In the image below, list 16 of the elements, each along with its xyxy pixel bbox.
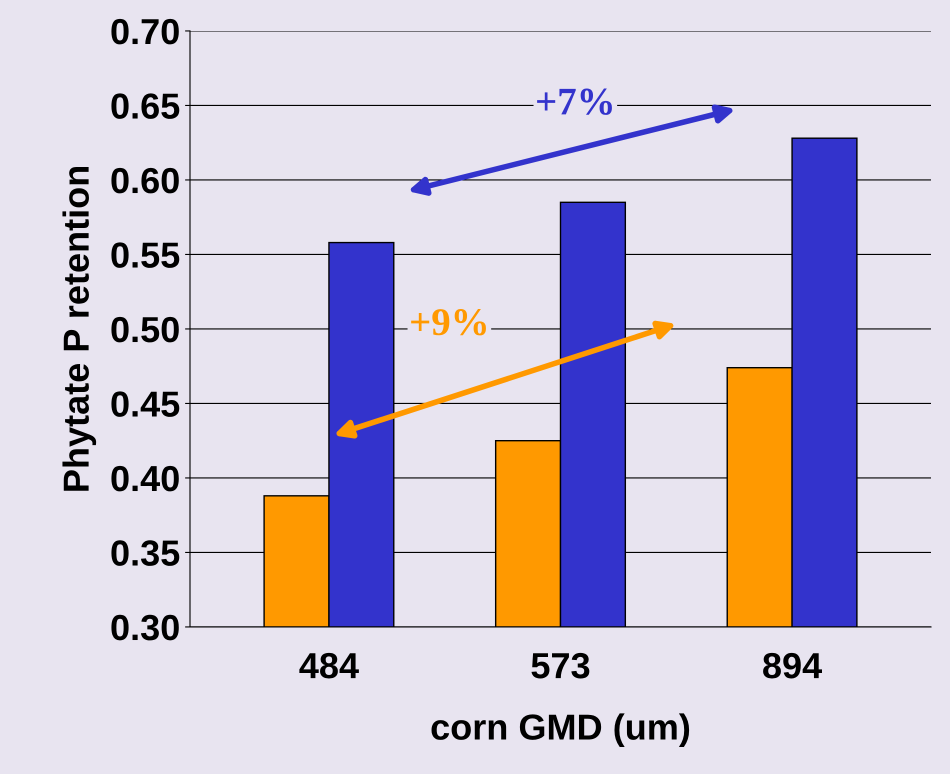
y-tick-label: 0.45	[111, 391, 180, 417]
annotation: +9%	[411, 309, 486, 336]
x-tick-label: 484	[299, 652, 359, 678]
y-axis-title: Phytate P retention	[62, 166, 96, 491]
y-tick-label: 0.70	[111, 18, 179, 44]
y-tick-label: 0.40	[111, 466, 179, 492]
y-tick-label: 0.55	[111, 242, 180, 268]
y-tick-label: 0.65	[111, 93, 180, 119]
y-tick-label: 0.35	[111, 540, 180, 566]
y-tick-label: 0.50	[111, 316, 179, 342]
annotation: +7%	[537, 88, 612, 115]
x-tick-label: 573	[531, 652, 590, 679]
x-axis-title: corn GMD (um)	[432, 713, 690, 748]
x-tick-label: 894	[763, 652, 822, 678]
y-tick-label: 0.60	[111, 168, 179, 194]
y-tick-label: 0.30	[111, 614, 179, 640]
